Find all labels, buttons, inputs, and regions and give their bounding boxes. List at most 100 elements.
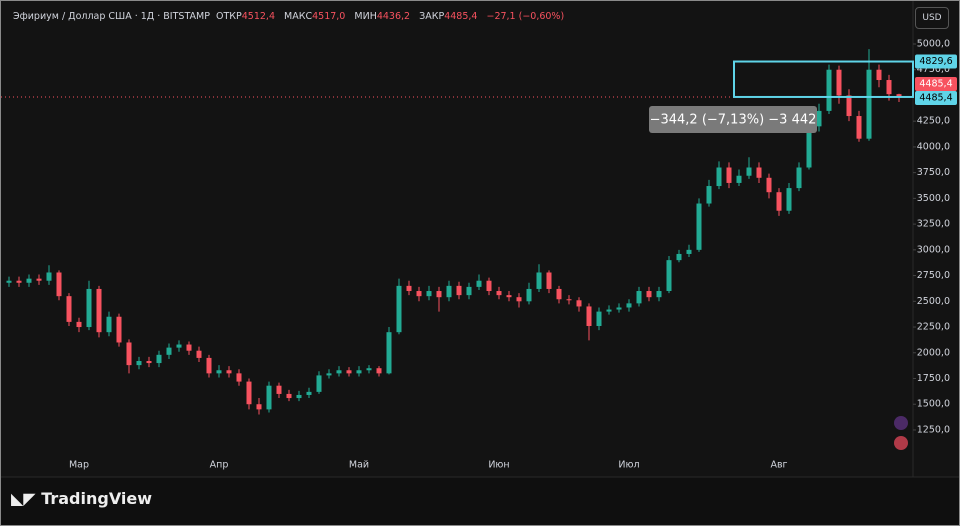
y-tick-label: 3000,0	[917, 244, 950, 255]
candle-body	[196, 350, 202, 358]
candle-body	[186, 344, 192, 351]
candle-body	[216, 370, 222, 374]
candle-body	[606, 309, 612, 312]
candle-body	[766, 177, 772, 193]
change: −27,1 (−0,60%)	[486, 11, 565, 22]
candle-body	[436, 291, 442, 298]
y-tick-label: 4250,0	[917, 116, 950, 127]
candle-body	[446, 285, 452, 298]
candle-body	[676, 253, 682, 261]
candle-body	[506, 295, 512, 298]
candle-body	[726, 167, 732, 183]
logo-text: TradingView	[41, 489, 153, 508]
value: 4485,4	[444, 11, 478, 22]
candle-body	[806, 126, 812, 168]
candle-body	[136, 361, 142, 366]
box-top-tag: 4829,6	[919, 56, 952, 67]
value: 4512,4	[241, 11, 275, 22]
y-tick-label: 1250,0	[917, 424, 950, 435]
measure-box	[649, 106, 817, 133]
label: МИН	[354, 11, 377, 22]
candle-body	[586, 306, 592, 327]
candle-body	[476, 280, 482, 287]
logo[interactable]: ◣◤ TradingView	[11, 489, 153, 508]
x-tick-label: Июл	[618, 460, 639, 471]
candle-body	[246, 381, 252, 405]
candle-body	[36, 278, 42, 281]
candle-body	[386, 332, 392, 374]
candle-body	[696, 203, 702, 250]
candle-body	[666, 260, 672, 292]
x-tick-label: Июн	[488, 460, 509, 471]
y-tick-label: 1500,0	[917, 399, 950, 410]
range-box	[733, 60, 914, 98]
candle-body	[46, 272, 52, 281]
candle-body	[496, 291, 502, 296]
candle-body	[456, 285, 462, 296]
y-tick-label: 2750,0	[917, 270, 950, 281]
candle-body	[616, 307, 622, 310]
candle-body	[426, 291, 432, 297]
candle-body	[326, 373, 332, 376]
x-tick-label: Апр	[210, 460, 229, 471]
candle-body	[836, 69, 842, 96]
candle-body	[866, 69, 872, 139]
label: МАКС	[284, 11, 313, 22]
candle-body	[846, 95, 852, 117]
candle-body	[826, 69, 832, 111]
candle-body	[596, 311, 602, 327]
y-tick-label: 4750,0	[917, 64, 950, 75]
y-tick-label: 3250,0	[917, 219, 950, 230]
candle-body	[26, 278, 32, 283]
candle-body	[876, 69, 882, 81]
box-bottom-tag: 4485,4	[919, 92, 952, 103]
x-tick-label: Авг	[770, 460, 787, 471]
candle-body	[486, 280, 492, 292]
value: 4517,0	[312, 11, 346, 22]
candle-body	[56, 272, 62, 297]
candle-body	[6, 280, 12, 283]
value: 4436,2	[376, 11, 411, 22]
candle-body	[296, 394, 302, 399]
label: ЗАКР	[419, 11, 445, 22]
candle-body	[166, 347, 172, 355]
candle-body	[686, 249, 692, 254]
candle-body	[776, 192, 782, 211]
candle-body	[526, 288, 532, 302]
candle-body	[76, 321, 82, 328]
candle-body	[176, 344, 182, 348]
candle-body	[206, 357, 212, 374]
candle-body	[626, 303, 632, 308]
candle-body	[366, 368, 372, 371]
header: Эфириум / Доллар США · 1Д · BITSTAMP ОТК…	[13, 11, 570, 22]
candle-body	[746, 167, 752, 176]
y-tick-label: 2250,0	[917, 322, 950, 333]
alert-icon[interactable]	[894, 416, 908, 430]
plot-bg	[1, 1, 959, 477]
candle-body	[786, 188, 792, 211]
last-price-tag: 4485,4	[919, 78, 952, 89]
y-tick-label: 3750,0	[917, 167, 950, 178]
y-tick-label: 5000,0	[917, 38, 950, 49]
candle-body	[856, 116, 862, 139]
symbol: Эфириум / Доллар США · 1Д · BITSTAMP	[13, 11, 210, 22]
candle-body	[886, 80, 892, 95]
box-top-tag-bg	[915, 54, 957, 69]
candle-body	[736, 175, 742, 183]
box-bottom-tag-bg	[915, 90, 957, 105]
candle-body	[226, 370, 232, 374]
y-tick-label: 4000,0	[917, 141, 950, 152]
x-tick-label: Мар	[69, 460, 89, 471]
flag-icon[interactable]	[894, 436, 908, 450]
candle-body	[336, 370, 342, 374]
candle-body	[346, 370, 352, 374]
candle-body	[286, 393, 292, 399]
candle-body	[706, 186, 712, 204]
x-tick-label: Май	[349, 460, 369, 471]
y-tick-label: 1750,0	[917, 373, 950, 384]
candle-body	[716, 167, 722, 187]
measure-label: −344,2 (−7,13%) −3 442	[650, 113, 817, 128]
candle-body	[66, 296, 72, 322]
currency-button[interactable]: USD	[915, 7, 949, 29]
